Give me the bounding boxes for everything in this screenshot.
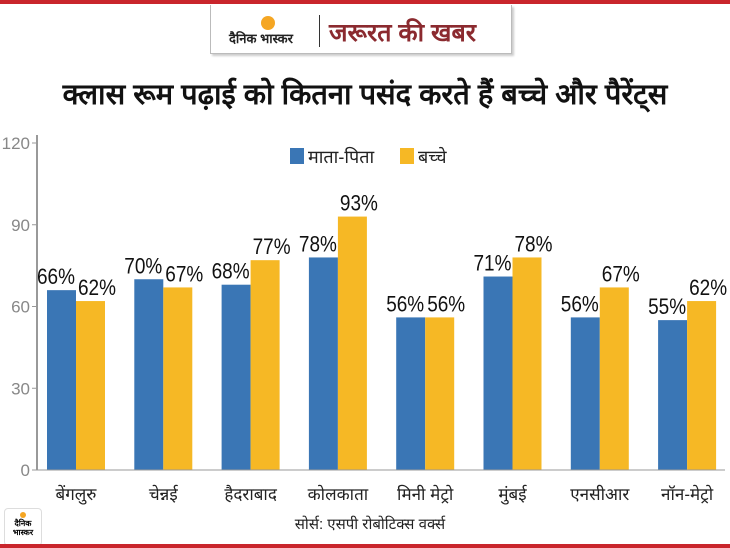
y-tick-label: 60 (11, 298, 30, 317)
chart-title: क्लास रूम पढ़ाई को कितना पसंद करते हैं ब… (62, 79, 668, 111)
logo-sun-icon (261, 16, 275, 30)
legend-label: माता-पिता (308, 146, 374, 167)
data-label: 70% (124, 253, 162, 278)
y-tick-label: 120 (2, 134, 30, 153)
data-label: 67% (165, 261, 203, 286)
data-label: 68% (212, 259, 250, 284)
bar-parents (308, 257, 338, 470)
top-accent-bar (0, 0, 730, 4)
x-tick-label: मिनी मेट्रो (397, 484, 454, 504)
data-label: 77% (253, 234, 291, 259)
bar-children (687, 301, 717, 470)
bar-parents (658, 320, 688, 470)
data-label: 56% (561, 291, 599, 316)
bar-children (425, 317, 455, 470)
data-label: 62% (689, 275, 727, 300)
data-label: 66% (37, 264, 75, 289)
bar-children (76, 301, 105, 470)
bar-parents (47, 290, 76, 470)
y-tick-label: 90 (11, 216, 30, 235)
bar-parents (483, 276, 513, 470)
source-note: सोर्स: एसपी रोबोटिक्स वर्क्स (294, 516, 446, 533)
bar-children (512, 257, 542, 470)
brand-header: दैनिक भास्कर जरूरत की खबर (210, 5, 512, 54)
data-label: 71% (474, 251, 512, 276)
data-label: 78% (515, 231, 553, 256)
y-tick-label: 0 (21, 461, 30, 480)
x-tick-label: मुंबई (498, 484, 527, 505)
data-label: 56% (427, 291, 465, 316)
section-tag: जरूरत की खबर (329, 19, 476, 47)
x-tick-label: बेंगलुरु (56, 484, 98, 505)
x-tick-label: कोलकाता (308, 484, 369, 504)
bottom-accent-bar (0, 544, 730, 548)
corner-logo: दैनिक भास्कर (4, 508, 42, 546)
x-tick-label: हैदराबाद (224, 484, 278, 504)
bar-children (163, 287, 193, 470)
logo-sun-icon (20, 512, 26, 518)
legend-label: बच्चे (418, 146, 447, 167)
header-divider (319, 15, 320, 47)
bar-children (337, 216, 367, 470)
data-label: 67% (602, 261, 640, 286)
x-tick-label: चेन्नई (149, 484, 179, 504)
bar-children (250, 260, 280, 470)
bar-parents (221, 284, 251, 470)
legend-swatch (400, 148, 414, 164)
bar-children (599, 287, 629, 470)
legend-swatch (290, 148, 304, 164)
corner-logo-text: दैनिक भास्कर (12, 519, 34, 537)
data-label: 56% (386, 291, 424, 316)
bar-parents (570, 317, 600, 470)
x-tick-label: नॉन-मेट्रो (661, 484, 714, 504)
data-label: 55% (648, 294, 686, 319)
data-label: 62% (78, 275, 116, 300)
x-tick-label: एनसीआर (570, 484, 630, 504)
data-label: 78% (299, 231, 337, 256)
brand-logo: दैनिक भास्कर (229, 31, 293, 46)
bar-parents (134, 279, 164, 470)
y-tick-label: 30 (11, 379, 30, 398)
data-label: 93% (340, 191, 378, 216)
bar-parents (396, 317, 426, 470)
